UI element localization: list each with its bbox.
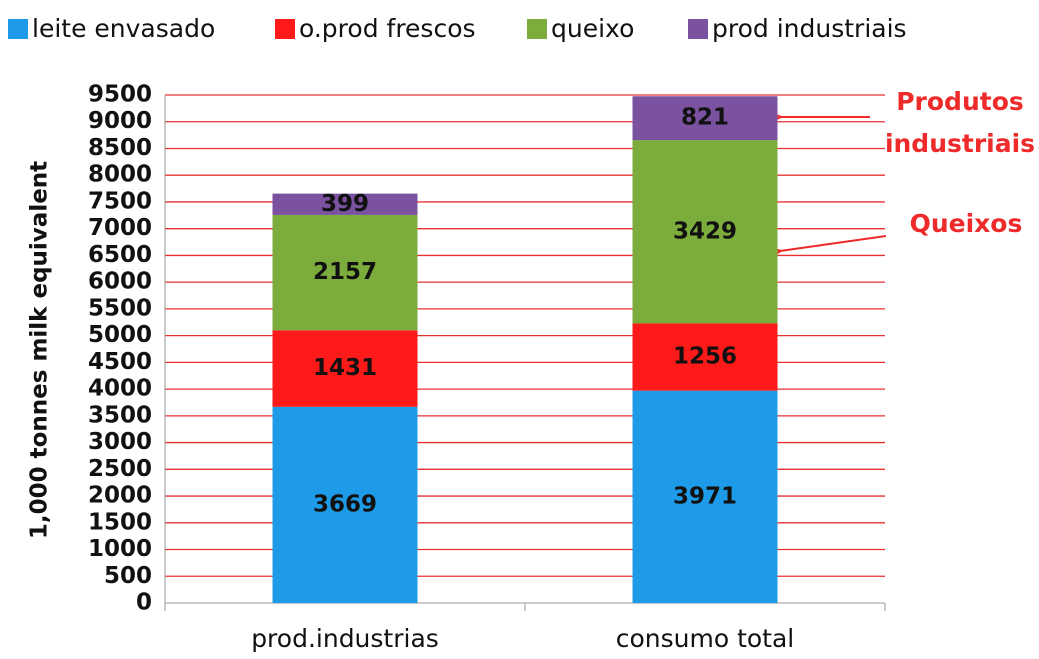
y-tick-label: 1500 <box>88 509 152 535</box>
y-tick-label: 500 <box>104 563 152 589</box>
legend-swatch <box>8 19 28 39</box>
y-tick-label: 0 <box>136 590 152 616</box>
data-label: 399 <box>321 191 369 217</box>
y-tick-label: 9000 <box>88 108 152 134</box>
bar-segment <box>272 193 418 215</box>
y-tick-label: 3000 <box>88 429 152 455</box>
y-tick-label: 8500 <box>88 135 152 161</box>
annotation: Produtos <box>896 87 1024 116</box>
annotation: industriais <box>885 129 1035 158</box>
y-tick-label: 5000 <box>88 322 152 348</box>
bar-segment <box>632 140 778 324</box>
legend-label: leite envasado <box>32 14 215 43</box>
legend-swatch <box>527 19 547 39</box>
legend-label: queixo <box>551 14 634 43</box>
annotation: Queixos <box>910 209 1023 238</box>
y-tick-label: 7000 <box>88 215 152 241</box>
bar-segment <box>632 390 778 603</box>
data-label: 1256 <box>673 344 737 370</box>
legend-swatch <box>275 19 295 39</box>
y-tick-label: 2500 <box>88 456 152 482</box>
data-label: 3429 <box>673 218 737 244</box>
bar-segment <box>632 323 778 391</box>
data-label: 3669 <box>313 491 377 517</box>
y-tick-label: 2000 <box>88 483 152 509</box>
data-label: 821 <box>681 105 729 131</box>
y-tick-label: 9500 <box>88 82 152 108</box>
y-tick-label: 8000 <box>88 162 152 188</box>
bar-segment <box>272 214 418 331</box>
data-label: 2157 <box>313 259 377 285</box>
arrow <box>780 235 887 251</box>
legend-swatch <box>688 19 708 39</box>
data-label: 1431 <box>313 355 377 381</box>
x-tick-label: consumo total <box>616 624 795 653</box>
y-tick-label: 6500 <box>88 242 152 268</box>
x-tick-label: prod.industrias <box>251 624 439 653</box>
y-axis-label: 1,000 tonnes milk equivalent <box>27 161 53 539</box>
y-tick-label: 5500 <box>88 295 152 321</box>
data-label: 3971 <box>673 483 737 509</box>
y-tick-label: 4000 <box>88 376 152 402</box>
legend-label: o.prod frescos <box>299 14 476 43</box>
y-tick-label: 6000 <box>88 269 152 295</box>
y-tick-label: 4500 <box>88 349 152 375</box>
y-tick-label: 7500 <box>88 188 152 214</box>
bar-segment <box>272 330 418 407</box>
bar-segment <box>272 406 418 603</box>
legend-label: prod industriais <box>712 14 907 43</box>
bar-segment <box>632 96 778 141</box>
y-tick-label: 3500 <box>88 402 152 428</box>
y-tick-label: 1000 <box>88 536 152 562</box>
